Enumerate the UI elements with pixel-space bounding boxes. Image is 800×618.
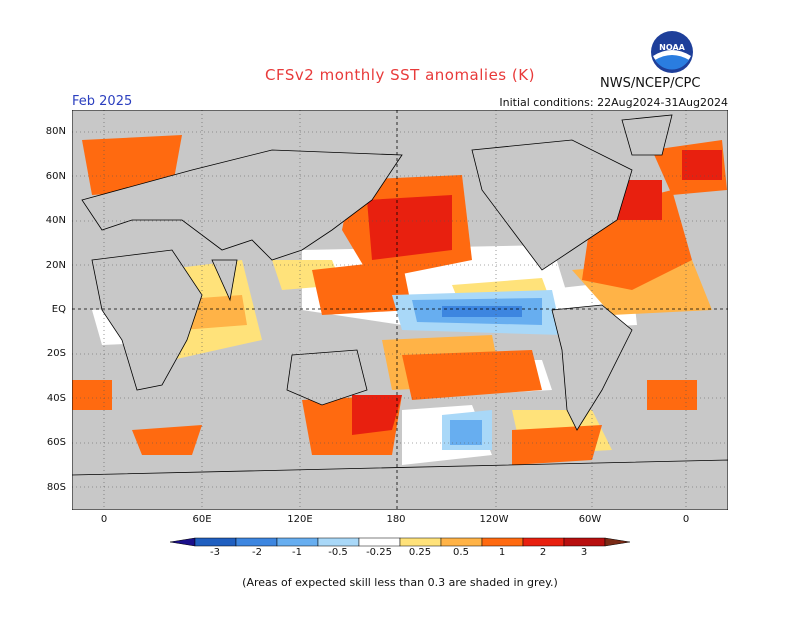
colorbar-tick-label: -3 <box>210 547 220 558</box>
graticule <box>72 110 728 510</box>
colorbar-swatch <box>235 537 278 547</box>
lon-label: 0 <box>682 514 690 525</box>
colorbar-tick-label: -0.5 <box>328 547 348 558</box>
svg-text:NOAA: NOAA <box>659 43 685 52</box>
lat-label: 80N <box>45 126 66 137</box>
colorbar-tick-label: -1 <box>292 547 302 558</box>
colorbar-swatch <box>276 537 319 547</box>
colorbar-tick-label: 0.25 <box>408 547 432 558</box>
colorbar-swatch <box>440 537 483 547</box>
colorbar-swatches <box>170 537 630 547</box>
lat-label: 40N <box>45 215 66 226</box>
equator-dateline <box>72 110 728 510</box>
map-title: CFSv2 monthly SST anomalies (K) <box>265 66 535 84</box>
colorbar-swatch <box>563 537 606 547</box>
initial-conditions: Initial conditions: 22Aug2024-31Aug2024 <box>499 96 728 109</box>
cold-anomaly-1 <box>442 306 522 317</box>
lon-label: 0 <box>100 514 108 525</box>
lat-label: 60N <box>45 171 66 182</box>
sst-anomaly-map <box>72 110 728 510</box>
footnote: (Areas of expected skill less than 0.3 a… <box>242 576 558 589</box>
lat-label: 40S <box>46 393 66 404</box>
continents <box>72 114 728 510</box>
colorbar-tick-label: 3 <box>580 547 588 558</box>
colorbar-swatch <box>317 537 360 547</box>
lon-label: 60W <box>578 514 602 525</box>
lon-label: 180 <box>386 514 406 525</box>
warm-anomaly-2 <box>352 150 722 435</box>
colorbar-swatch <box>399 537 442 547</box>
colorbar-tick-label: -0.25 <box>366 547 392 558</box>
colorbar-swatch <box>604 537 630 547</box>
lat-label: EQ <box>51 304 66 315</box>
colorbar-tick-label: 2 <box>539 547 547 558</box>
colorbar-swatch <box>194 537 237 547</box>
agency-label: NWS/NCEP/CPC <box>600 76 701 91</box>
colorbar-swatch <box>170 537 196 547</box>
lon-label: 120W <box>479 514 509 525</box>
colorbar <box>170 537 630 547</box>
colorbar-tick-label: -2 <box>252 547 262 558</box>
colorbar-tick-label: 1 <box>498 547 506 558</box>
lat-label: 20S <box>46 348 66 359</box>
noaa-logo: NOAA <box>651 31 693 73</box>
colorbar-tick-label: 0.5 <box>453 547 469 558</box>
lat-label: 20N <box>45 260 66 271</box>
colorbar-swatch <box>481 537 524 547</box>
lon-label: 120E <box>287 514 313 525</box>
colorbar-swatch <box>358 537 401 547</box>
lat-label: 80S <box>46 482 66 493</box>
colorbar-swatch <box>522 537 565 547</box>
forecast-month: Feb 2025 <box>72 94 133 109</box>
lon-label: 60E <box>192 514 212 525</box>
lat-label: 60S <box>46 437 66 448</box>
